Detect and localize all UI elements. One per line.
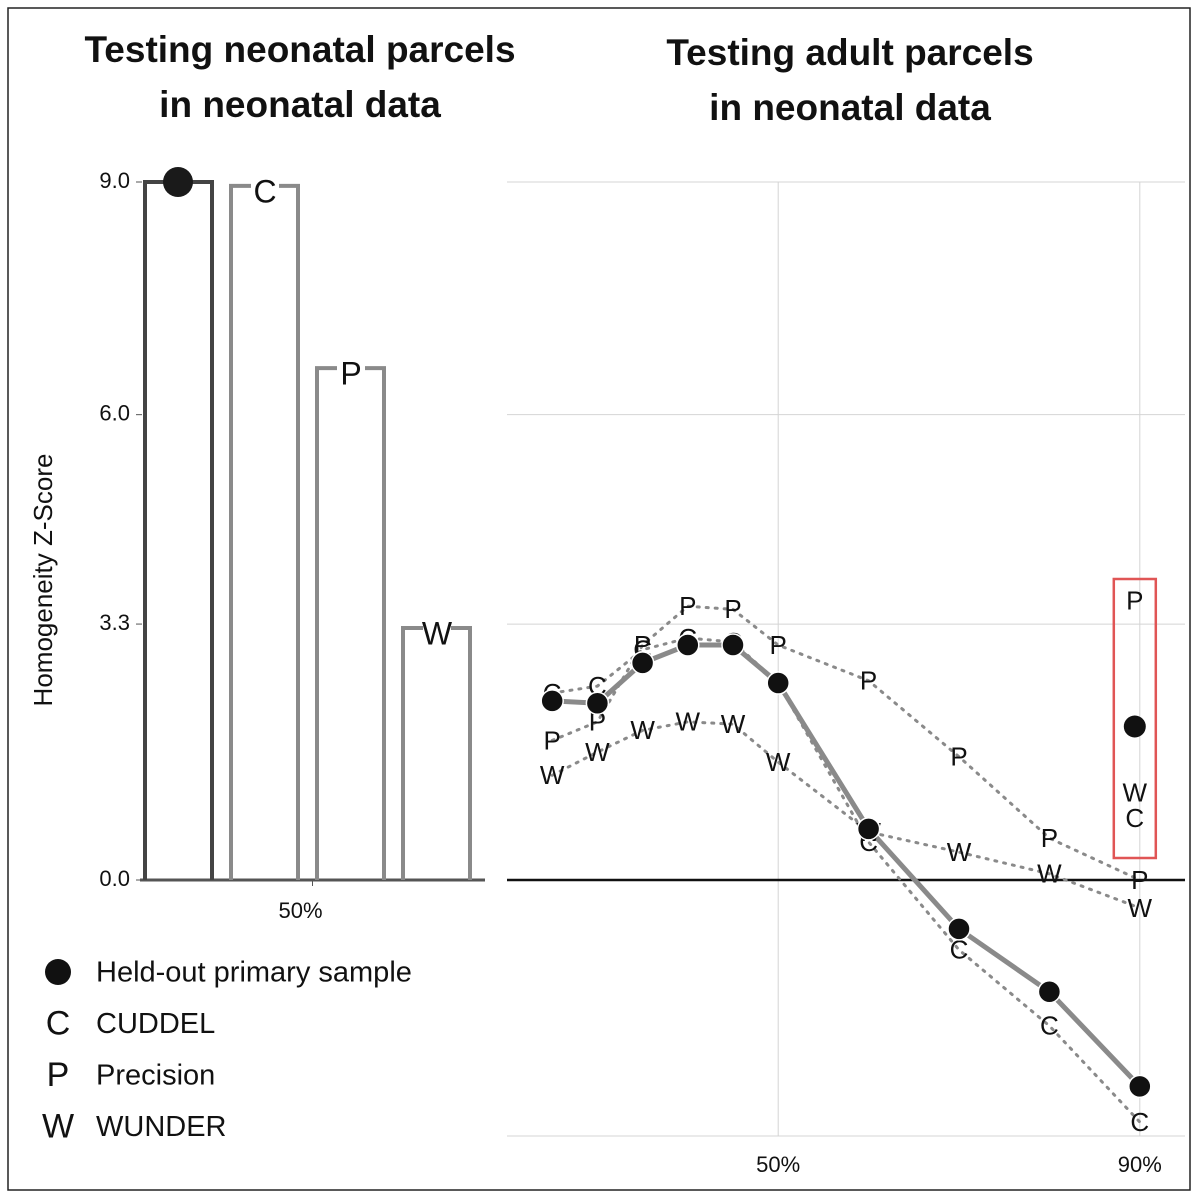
legend-label: Precision bbox=[96, 1060, 215, 1092]
chart-title: in neonatal data bbox=[159, 84, 441, 125]
legend-label: WUNDER bbox=[96, 1111, 227, 1143]
bar-marker: C bbox=[253, 173, 276, 209]
point-marker: W bbox=[585, 737, 610, 767]
chart-title: in neonatal data bbox=[709, 87, 991, 128]
point-marker: C bbox=[1130, 1107, 1149, 1137]
point-marker: C bbox=[950, 935, 969, 965]
point bbox=[856, 817, 881, 841]
inset-marker: W bbox=[1123, 778, 1148, 808]
legend-marker: W bbox=[42, 1107, 74, 1145]
point-marker: P bbox=[1131, 865, 1148, 895]
point-marker: W bbox=[721, 709, 746, 739]
legend-dot bbox=[45, 959, 71, 985]
point-marker: W bbox=[766, 747, 791, 777]
point-marker: W bbox=[630, 715, 655, 745]
point-marker: W bbox=[540, 760, 565, 790]
point bbox=[676, 633, 700, 657]
bar-dot bbox=[163, 167, 193, 197]
point-marker: P bbox=[770, 630, 787, 660]
legend-label: CUDDEL bbox=[96, 1008, 215, 1040]
point bbox=[585, 691, 610, 715]
point-marker: C bbox=[1040, 1011, 1059, 1041]
point-marker: P bbox=[679, 591, 696, 621]
y-axis-label: Homogeneity Z-Score bbox=[28, 454, 58, 707]
dotted-line bbox=[550, 720, 1142, 910]
x-tick-label: 50% bbox=[756, 1152, 800, 1177]
highlight-box bbox=[1112, 577, 1158, 860]
x-tick-label: 50% bbox=[278, 898, 322, 923]
point-marker: W bbox=[947, 837, 972, 867]
marker-bg bbox=[423, 621, 451, 636]
point-marker: P bbox=[860, 666, 877, 696]
point bbox=[721, 633, 745, 657]
line bbox=[549, 642, 1143, 1089]
point-marker: P bbox=[589, 707, 606, 737]
y-tick-label: 6.0 bbox=[99, 400, 130, 425]
point bbox=[540, 689, 564, 713]
point-marker: W bbox=[676, 707, 701, 737]
chart-title: Testing neonatal parcels bbox=[84, 29, 515, 70]
marker-bg bbox=[337, 362, 365, 377]
bar-marker: P bbox=[340, 356, 361, 392]
y-tick-label: 3.3 bbox=[99, 610, 130, 635]
inset-marker: C bbox=[1125, 803, 1144, 833]
point bbox=[1037, 979, 1062, 1004]
point bbox=[766, 671, 790, 695]
point bbox=[947, 917, 971, 941]
point-marker: P bbox=[544, 725, 561, 755]
point-marker: W bbox=[1037, 859, 1062, 889]
legend-marker: C bbox=[46, 1004, 71, 1042]
inset-point bbox=[1123, 715, 1146, 738]
chart-title: Testing adult parcels bbox=[666, 32, 1033, 73]
frame bbox=[7, 7, 1191, 1191]
y-tick-label: 0.0 bbox=[99, 866, 130, 891]
point-marker: W bbox=[1128, 893, 1153, 923]
inset-marker: P bbox=[1126, 585, 1143, 615]
bar-marker: W bbox=[422, 615, 453, 651]
point bbox=[630, 651, 655, 675]
legend-marker: P bbox=[47, 1056, 70, 1094]
point-marker: P bbox=[724, 594, 741, 624]
point bbox=[1128, 1074, 1152, 1099]
y-tick-label: 9.0 bbox=[99, 168, 130, 193]
marker-bg bbox=[251, 179, 279, 194]
x-tick-label: 90% bbox=[1118, 1152, 1162, 1177]
point-marker: P bbox=[950, 742, 967, 772]
point-marker: P bbox=[1041, 823, 1058, 853]
legend-label: Held-out primary sample bbox=[96, 957, 412, 989]
